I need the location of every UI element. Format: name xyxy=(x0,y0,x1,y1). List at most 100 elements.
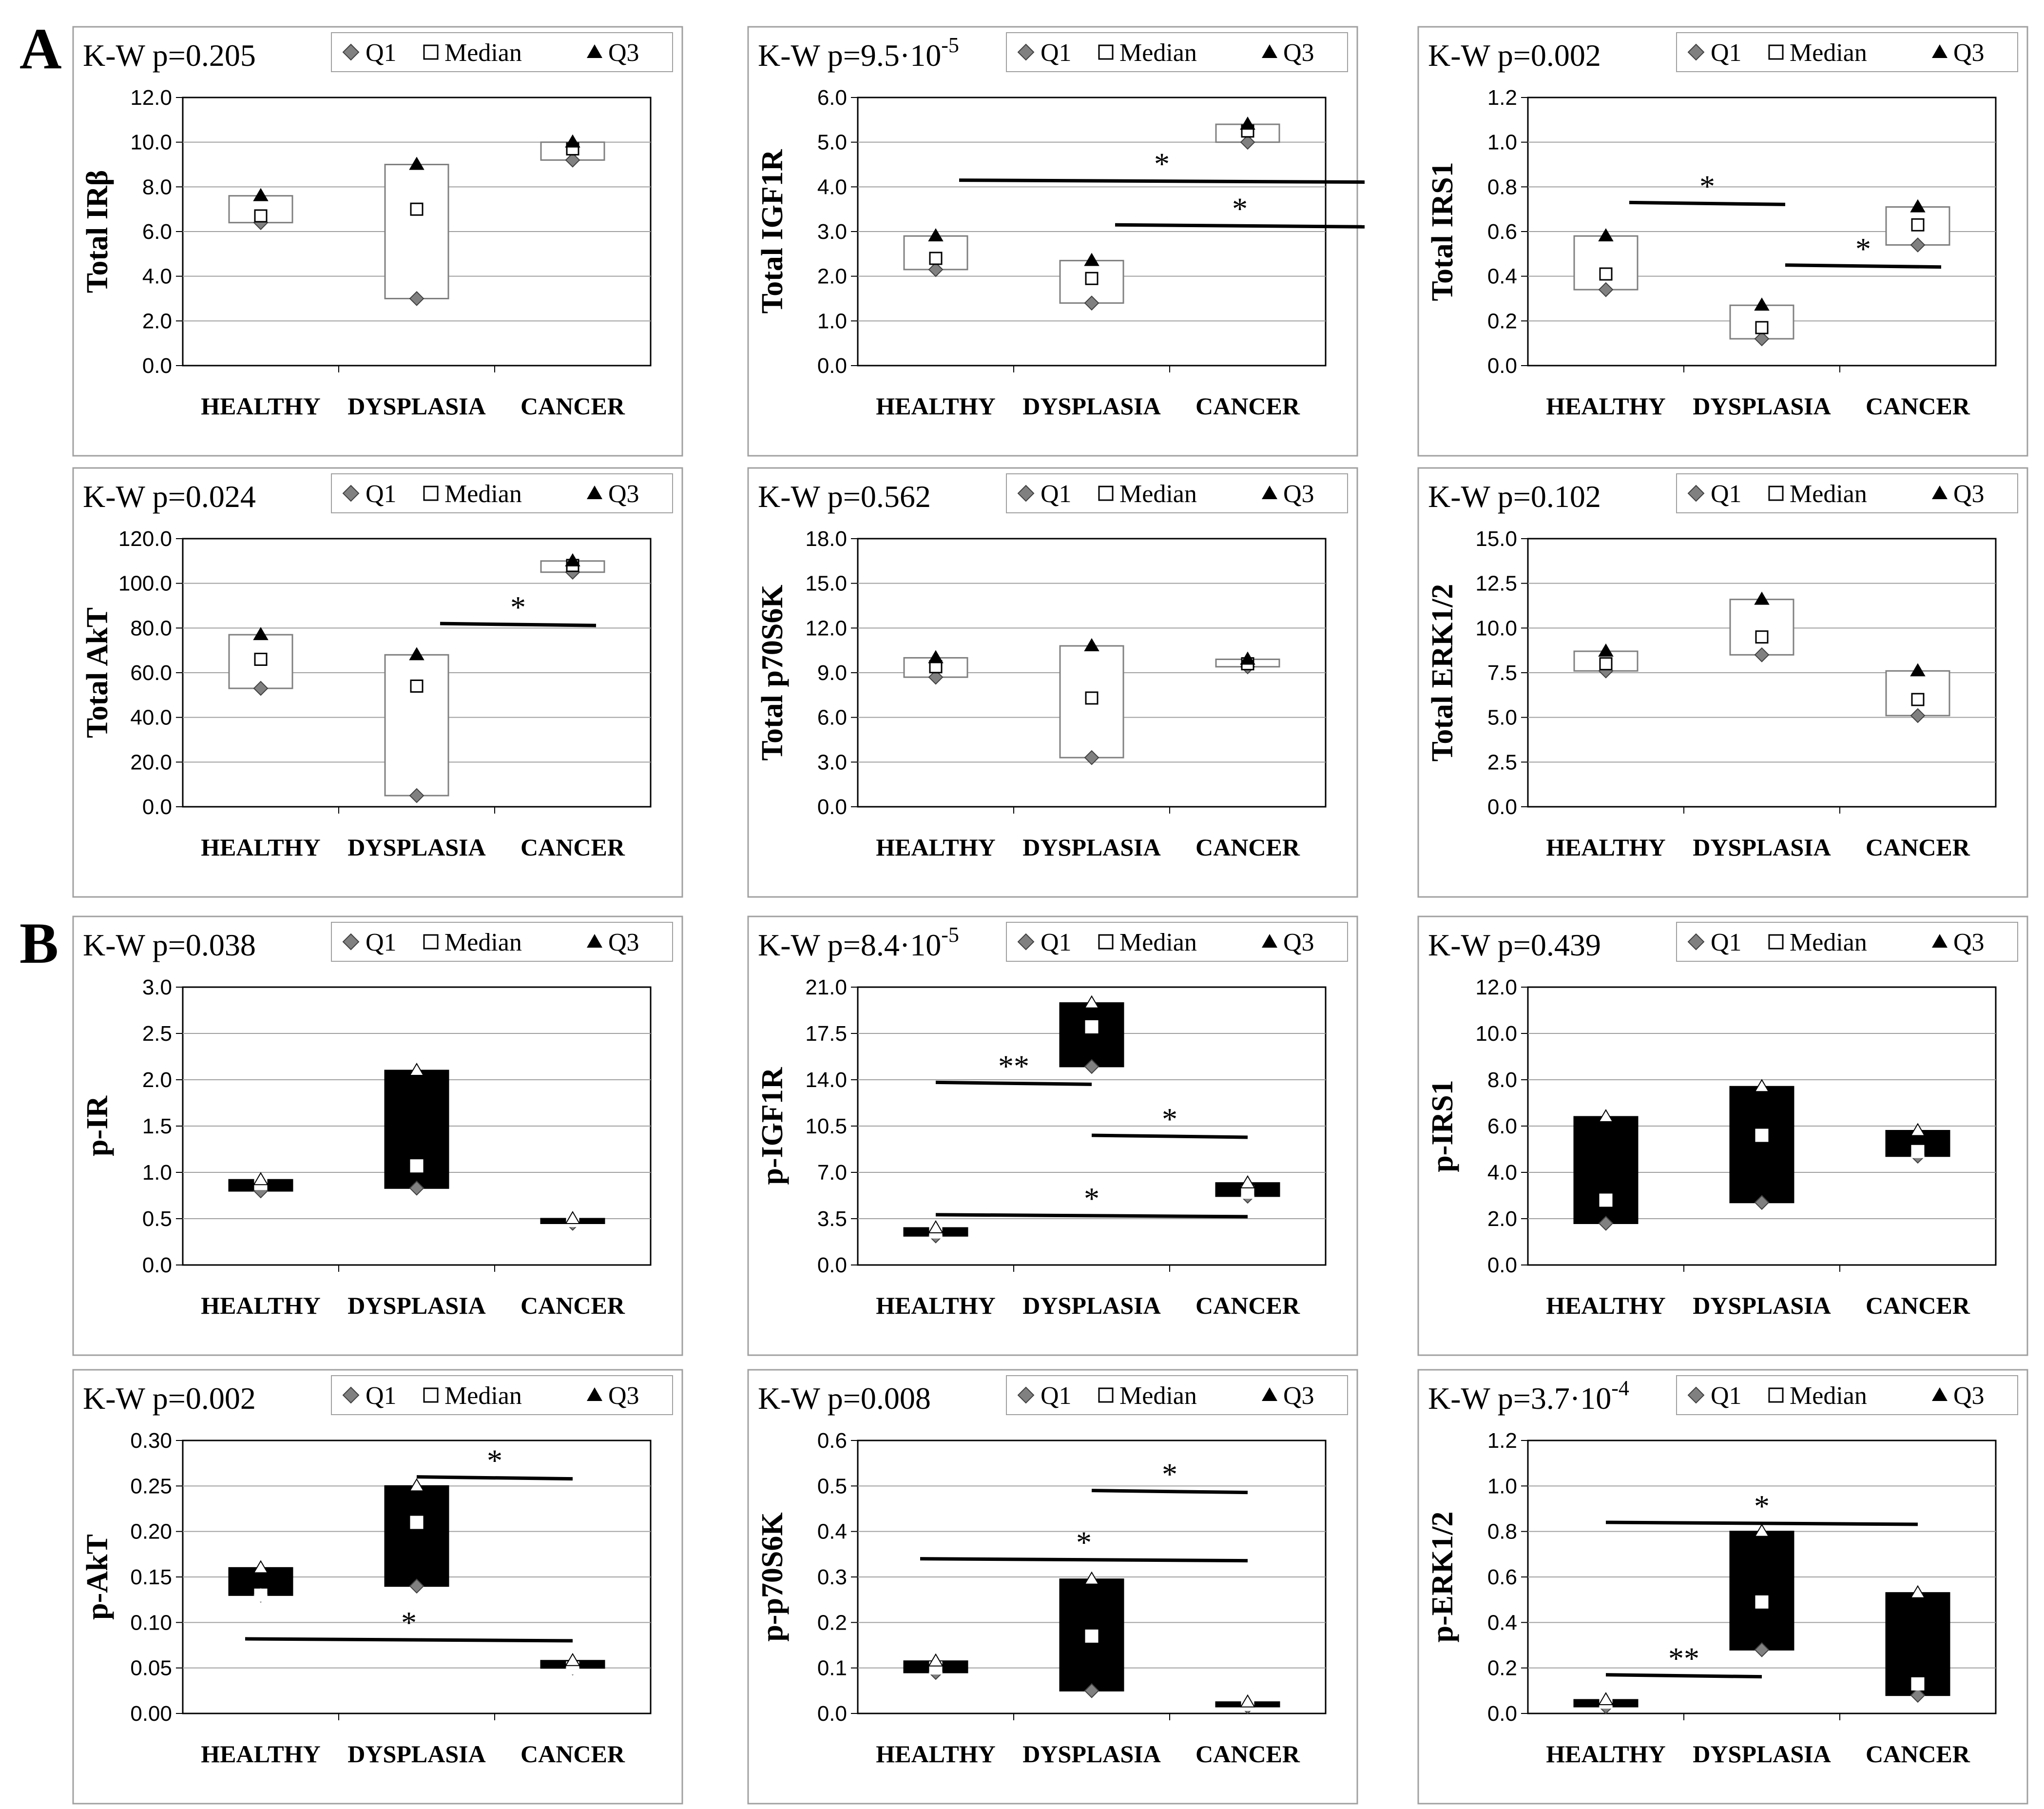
y-tick-label: 0.0 xyxy=(142,354,172,378)
category-label: DYSPLASIA xyxy=(347,834,485,861)
quartile-box xyxy=(384,164,449,299)
legend-q1-diamond-icon xyxy=(342,43,360,61)
kw-pvalue: K-W p=0.002 xyxy=(1428,38,1601,73)
category-label: HEALTHY xyxy=(201,1740,320,1768)
kw-main: K-W p=0.038 xyxy=(83,928,256,962)
category-label: HEALTHY xyxy=(876,392,995,420)
q3-marker xyxy=(409,1478,424,1492)
legend-q3-label: Q3 xyxy=(1283,480,1314,508)
y-tick-label: 6.0 xyxy=(1487,1114,1517,1138)
kw-main: K-W p=0.439 xyxy=(1428,928,1601,962)
q3-marker xyxy=(928,1220,944,1233)
legend-median-label: Median xyxy=(1119,39,1197,67)
q1-marker xyxy=(1084,1683,1099,1698)
category-label: DYSPLASIA xyxy=(347,1292,485,1319)
y-tick-label: 0.0 xyxy=(1487,795,1517,819)
q3-marker xyxy=(409,156,424,170)
quartile-box xyxy=(1729,1086,1794,1204)
y-tick-label: 0.4 xyxy=(1487,265,1517,289)
y-tick-label: 1.0 xyxy=(142,1161,172,1185)
legend-q3-triangle-icon xyxy=(1262,1387,1277,1401)
y-tick-label: 0.0 xyxy=(1487,1702,1517,1726)
quartile-box xyxy=(384,1485,449,1587)
legend-median-square-icon xyxy=(1768,44,1784,60)
q1-marker xyxy=(1598,282,1614,297)
q3-marker xyxy=(253,627,269,641)
median-marker xyxy=(1911,693,1925,706)
kw-pvalue: K-W p=0.562 xyxy=(758,479,931,514)
y-tick-label: 2.0 xyxy=(1487,1207,1517,1231)
q3-marker xyxy=(928,1653,944,1667)
y-tick-label: 0.25 xyxy=(130,1474,172,1498)
y-tick-label: 0.05 xyxy=(130,1656,172,1680)
chart-panel-9: K-W p=0.002 Q1 Median Q3 0.00 0.05 0.10 0.15 0.2… xyxy=(72,1369,683,1805)
q3-marker xyxy=(1754,297,1770,311)
y-tick-label: 1.0 xyxy=(817,309,847,333)
y-tick-label: 2.0 xyxy=(142,1068,172,1092)
significance-label: * xyxy=(401,1605,417,1640)
q1-marker xyxy=(1910,708,1926,723)
legend-q1-diamond-icon xyxy=(342,933,360,951)
y-tick-label: 7.0 xyxy=(817,1161,847,1185)
legend-q1-label: Q1 xyxy=(1041,1382,1072,1410)
kw-pvalue: K-W p=8.4·10-5 xyxy=(758,923,959,962)
legend-q3-triangle-icon xyxy=(587,1387,602,1401)
y-tick-label: 0.00 xyxy=(130,1702,172,1726)
chart-panel-5: K-W p=0.102 Q1 Median Q3 0.0 2.5 5.0 7.5 10.0 12.… xyxy=(1417,467,2028,898)
y-tick-label: 12.0 xyxy=(130,86,172,110)
y-tick-label: 5.0 xyxy=(1487,706,1517,730)
legend-q1-diamond-icon xyxy=(342,1386,360,1404)
y-tick-label: 2.5 xyxy=(1487,750,1517,774)
y-tick-label: 0.6 xyxy=(817,1429,847,1453)
y-tick-label: 6.0 xyxy=(817,706,847,730)
y-tick-label: 1.5 xyxy=(142,1114,172,1138)
q3-marker xyxy=(565,553,580,566)
significance-bar xyxy=(1091,1489,1248,1495)
legend-q3-triangle-icon xyxy=(587,934,602,948)
q1-marker xyxy=(253,681,269,696)
legend-q1-label: Q1 xyxy=(1711,1382,1742,1410)
category-label: HEALTHY xyxy=(876,834,995,861)
kw-exponent: -4 xyxy=(1611,1376,1629,1400)
legend-median-label: Median xyxy=(444,39,522,67)
q1-marker xyxy=(409,1180,424,1196)
y-tick-label: 4.0 xyxy=(817,175,847,199)
legend-q1-label: Q1 xyxy=(1711,480,1742,508)
quartile-box xyxy=(384,654,449,797)
q1-marker xyxy=(1084,750,1099,765)
y-tick-label: 17.5 xyxy=(805,1022,847,1046)
significance-label: * xyxy=(1076,1525,1092,1560)
y-tick-label: 3.0 xyxy=(817,750,847,774)
y-tick-label: 2.5 xyxy=(142,1022,172,1046)
y-tick-label: 6.0 xyxy=(142,220,172,244)
q3-marker xyxy=(1910,663,1926,677)
kw-exponent: -5 xyxy=(941,33,959,57)
legend-box xyxy=(1676,1375,2018,1415)
significance-bar xyxy=(1605,1673,1762,1679)
quartile-box xyxy=(1059,1002,1124,1068)
q3-marker xyxy=(1240,1694,1255,1708)
legend-q3-triangle-icon xyxy=(1932,486,1948,499)
y-tick-label: 8.0 xyxy=(1487,1068,1517,1092)
q3-marker xyxy=(253,1560,269,1574)
category-label: CANCER xyxy=(521,834,625,861)
category-label: HEALTHY xyxy=(1546,1292,1665,1319)
category-label: DYSPLASIA xyxy=(1693,1292,1831,1319)
category-label: CANCER xyxy=(1866,392,1970,420)
median-marker xyxy=(1085,1020,1099,1033)
y-tick-label: 3.0 xyxy=(142,975,172,999)
chart-panel-2: K-W p=0.002 Q1 Median Q3 0.0 0.2 0.4 0.6 0.8 1.0 1… xyxy=(1417,26,2028,457)
q1-marker xyxy=(409,788,424,803)
significance-label: * xyxy=(1232,191,1248,226)
section-letter-a: A xyxy=(19,16,62,81)
y-tick-label: 0.1 xyxy=(817,1656,847,1680)
y-tick-label: 80.0 xyxy=(130,616,172,640)
y-tick-label: 15.0 xyxy=(1475,527,1517,551)
y-axis-label: Total IGF1R xyxy=(756,149,789,313)
legend-q1-label: Q1 xyxy=(1041,480,1072,508)
q3-marker xyxy=(565,1653,580,1666)
y-tick-label: 4.0 xyxy=(142,265,172,289)
q1-marker xyxy=(1910,237,1926,253)
legend-median-square-icon xyxy=(1768,934,1784,950)
q3-marker xyxy=(409,1063,424,1076)
